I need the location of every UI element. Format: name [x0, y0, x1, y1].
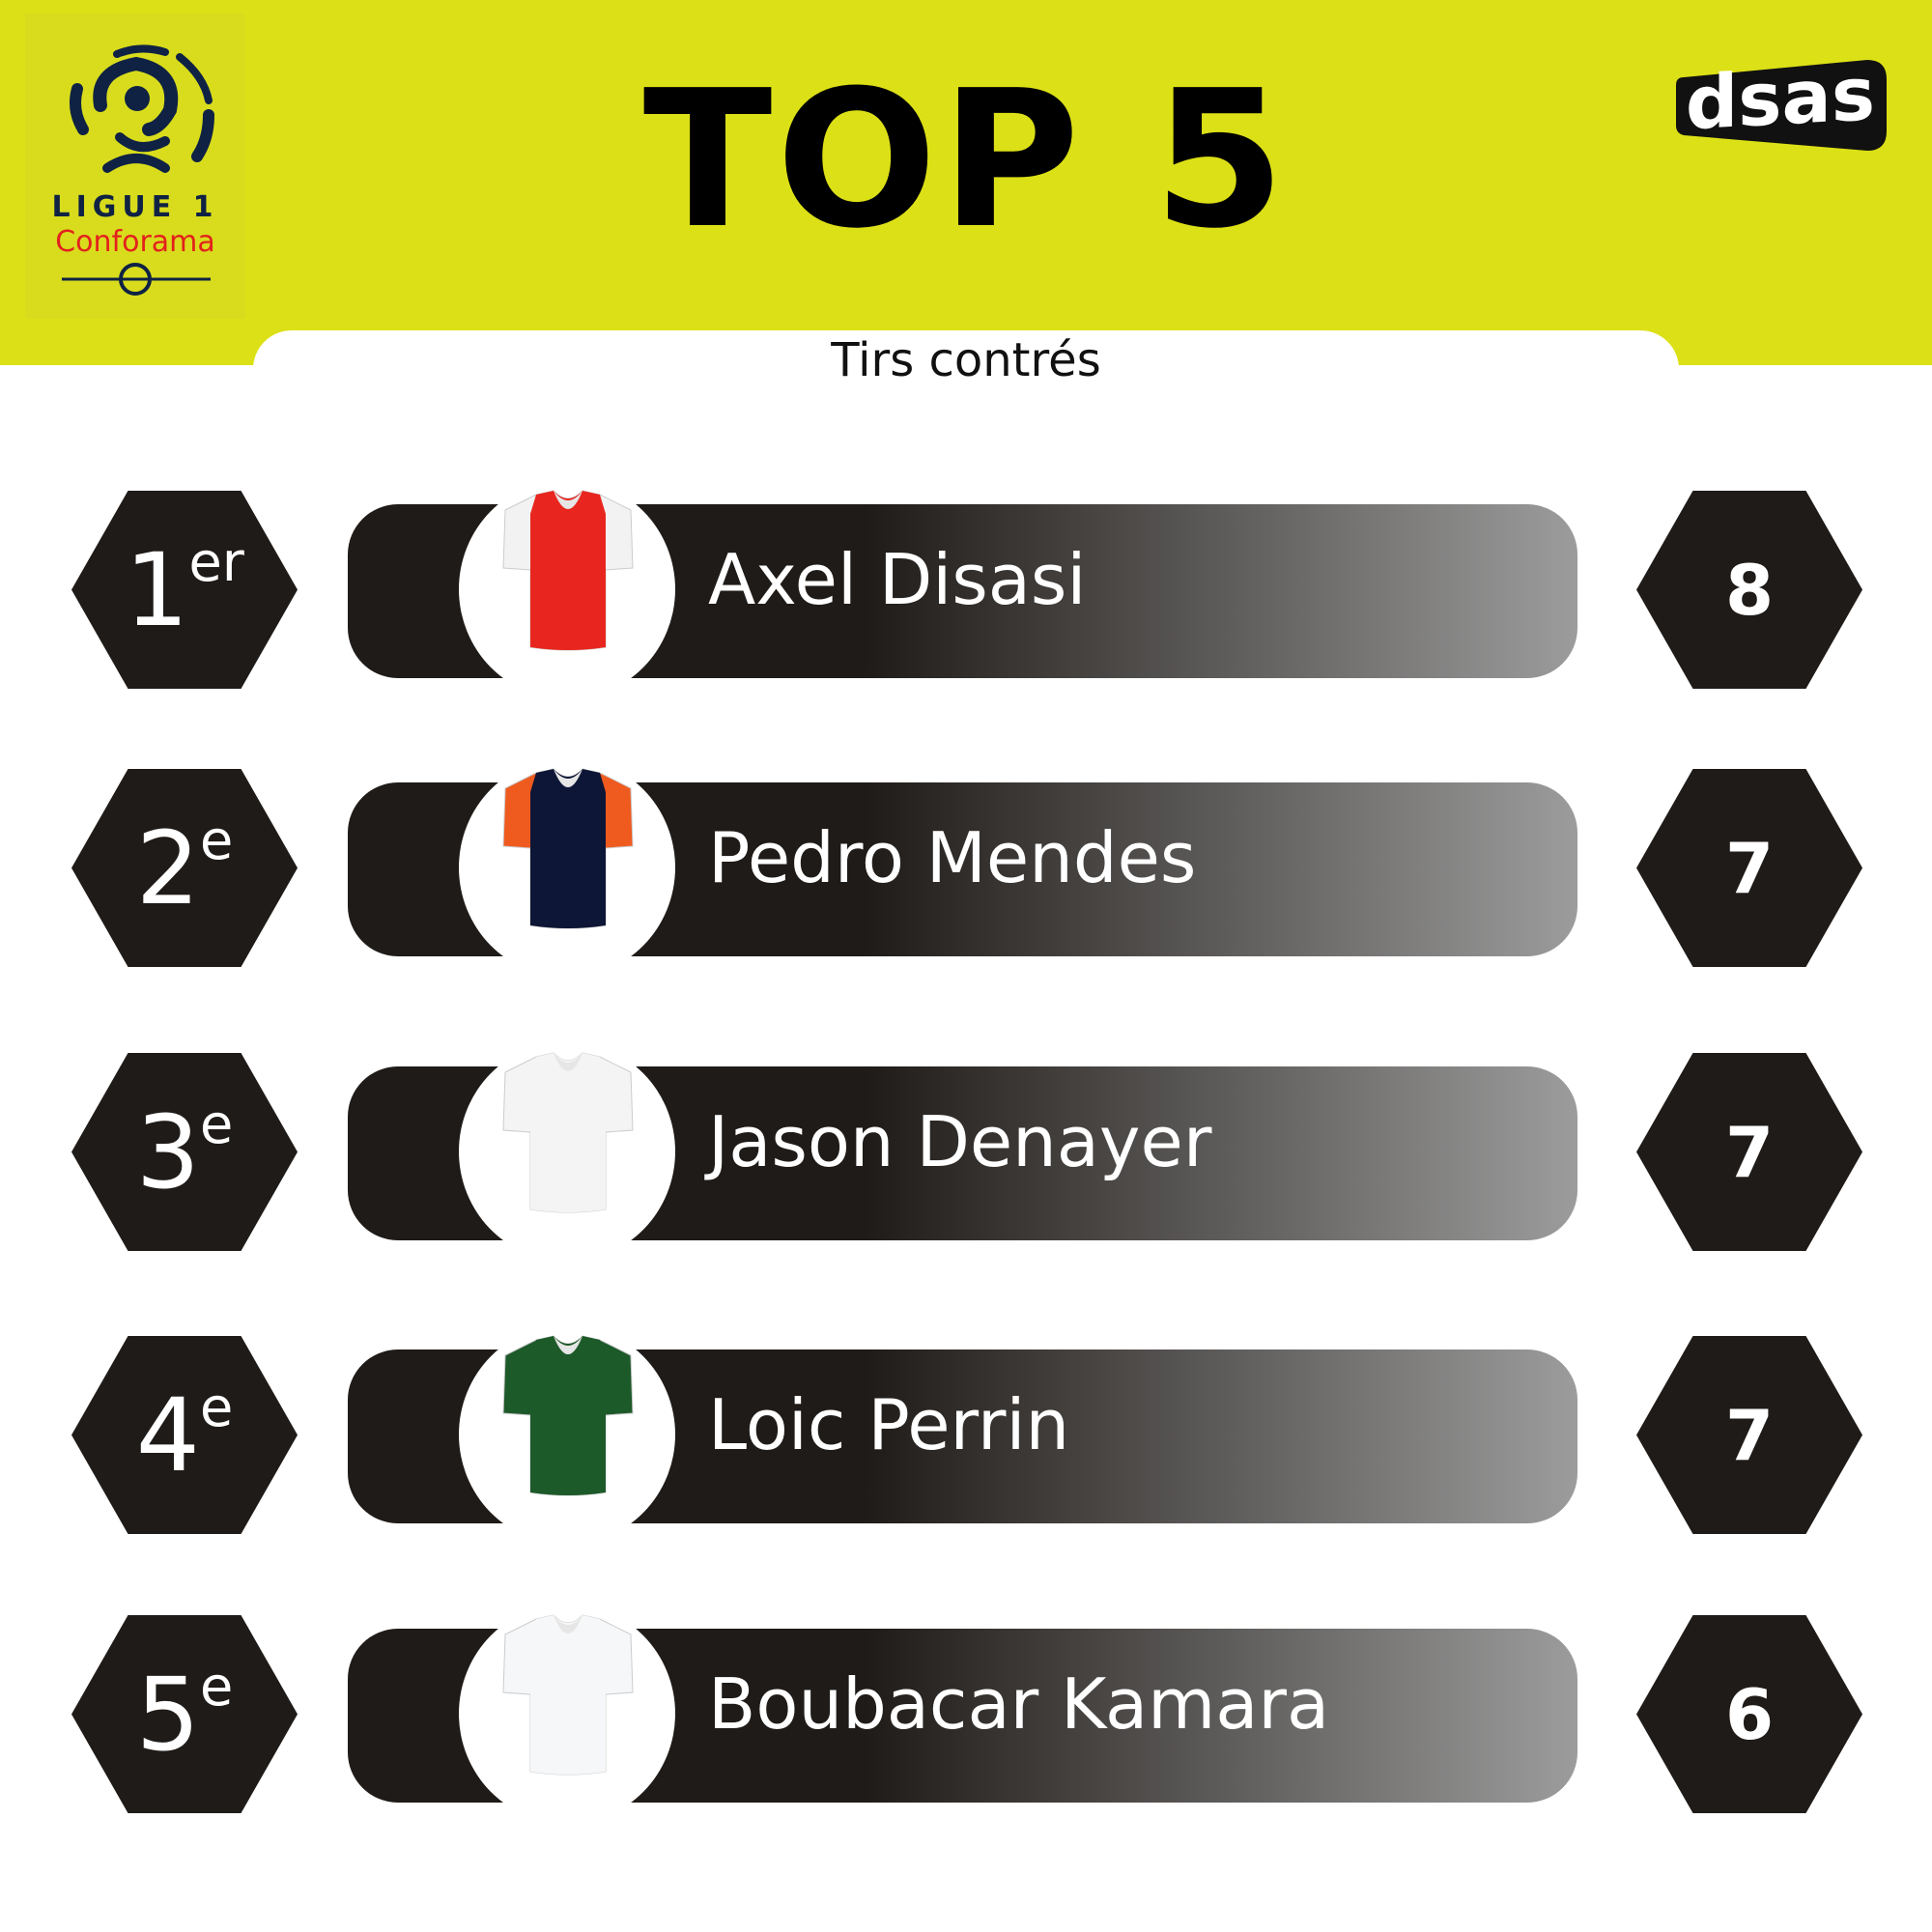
subtitle: Tirs contrés	[831, 333, 1101, 387]
rank-badge: 1er	[71, 491, 298, 689]
svg-text:dsas: dsas	[1686, 56, 1875, 146]
rank-badge: 2e	[71, 769, 298, 967]
jersey-icon	[502, 1614, 634, 1776]
rank-label: 5e	[135, 1655, 234, 1774]
rank-badge: 3e	[71, 1053, 298, 1251]
value-badge: 6	[1636, 1615, 1862, 1813]
ranking-row: 5e Boubacar Kamara 6	[0, 1604, 1932, 1824]
value-badge: 8	[1636, 491, 1862, 689]
header	[0, 0, 1932, 365]
ranking-row: 2e Pedro Mendes 7	[0, 757, 1932, 978]
jersey-icon	[502, 768, 634, 929]
value-badge: 7	[1636, 769, 1862, 967]
ranking-row: 3e Jason Denayer 7	[0, 1041, 1932, 1262]
dsas-logo: dsas	[1674, 50, 1889, 158]
rank-label: 2e	[135, 809, 234, 927]
stat-value: 7	[1724, 1111, 1775, 1193]
ranking-row: 4e Loic Perrin 7	[0, 1324, 1932, 1545]
ranking-row: 1er Axel Disasi 8	[0, 479, 1932, 699]
rank-label: 4e	[135, 1376, 234, 1494]
player-name: Pedro Mendes	[708, 817, 1197, 898]
value-badge: 7	[1636, 1053, 1862, 1251]
stat-value: 6	[1724, 1673, 1775, 1755]
stat-value: 7	[1724, 1394, 1775, 1476]
player-name: Axel Disasi	[708, 539, 1087, 620]
player-name: Loic Perrin	[708, 1384, 1070, 1465]
page-title: TOP 5	[642, 50, 1290, 270]
rank-badge: 5e	[71, 1615, 298, 1813]
rank-badge: 4e	[71, 1336, 298, 1534]
jersey-icon	[502, 1335, 634, 1496]
rank-label: 1er	[125, 530, 244, 649]
svg-text:Conforama: Conforama	[55, 225, 215, 259]
player-name: Jason Denayer	[708, 1101, 1212, 1182]
player-name: Boubacar Kamara	[708, 1663, 1330, 1745]
stat-value: 8	[1724, 549, 1775, 631]
jersey-icon	[502, 490, 634, 651]
stat-value: 7	[1724, 827, 1775, 909]
ligue1-logo: LIGUE 1 Conforama	[25, 14, 245, 319]
svg-text:LIGUE 1: LIGUE 1	[51, 190, 218, 224]
value-badge: 7	[1636, 1336, 1862, 1534]
jersey-icon	[502, 1052, 634, 1213]
rank-label: 3e	[135, 1093, 234, 1211]
subtitle-tab	[253, 330, 1679, 427]
